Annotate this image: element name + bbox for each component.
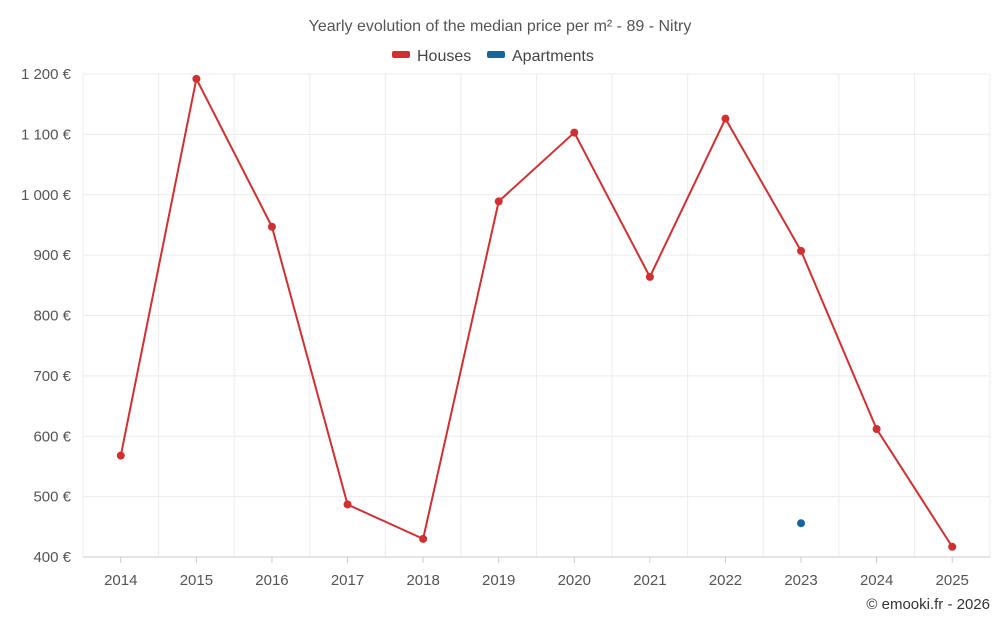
grid	[82, 73, 991, 557]
x-tick-label: 2020	[558, 572, 591, 589]
legend-label-houses: Houses	[417, 48, 471, 65]
legend-item-houses[interactable]: Houses	[392, 48, 471, 65]
data-point-houses[interactable]	[192, 74, 201, 83]
x-tick-label: 2021	[633, 572, 666, 589]
chart-title: Yearly evolution of the median price per…	[309, 18, 692, 35]
x-tick-label: 2016	[255, 572, 288, 589]
legend-label-apartments: Apartments	[512, 48, 594, 65]
x-tick-label: 2023	[784, 572, 817, 589]
y-tick-label: 700 €	[33, 368, 71, 385]
y-tick-label: 1 200 €	[21, 66, 72, 83]
data-point-houses[interactable]	[872, 425, 881, 434]
y-tick-label: 600 €	[33, 428, 71, 445]
data-point-houses[interactable]	[797, 246, 806, 255]
y-tick-label: 800 €	[33, 308, 71, 325]
legend-swatch-apartments	[487, 51, 505, 58]
x-tick-label: 2015	[180, 572, 213, 589]
y-tick-label: 400 €	[33, 549, 71, 566]
x-tick-label: 2017	[331, 572, 364, 589]
credit-text: © emooki.fr - 2026	[866, 596, 990, 613]
y-tick-label: 900 €	[33, 247, 71, 264]
data-point-houses[interactable]	[419, 534, 428, 543]
y-tick-label: 1 000 €	[21, 187, 72, 204]
legend: Houses Apartments	[392, 48, 594, 65]
legend-item-apartments[interactable]: Apartments	[487, 48, 594, 65]
x-tick-label: 2019	[482, 572, 515, 589]
data-point-houses[interactable]	[721, 114, 730, 123]
x-tick-label: 2024	[860, 572, 893, 589]
data-point-houses[interactable]	[267, 222, 276, 231]
series	[116, 74, 957, 551]
x-tick-label: 2014	[104, 572, 137, 589]
data-point-houses[interactable]	[343, 500, 352, 509]
data-point-houses[interactable]	[116, 451, 125, 460]
data-point-houses[interactable]	[948, 542, 957, 551]
legend-swatch-houses	[392, 51, 410, 58]
axes: 400 € 500 € 600 € 700 € 800 € 900 € 1 000 € 1 1…	[21, 66, 990, 589]
y-tick-label: 500 €	[33, 489, 71, 506]
x-tick-label: 2022	[709, 572, 742, 589]
x-tick-label: 2025	[936, 572, 969, 589]
data-point-houses[interactable]	[570, 128, 579, 137]
data-point-apartments[interactable]	[797, 519, 806, 528]
y-tick-label: 1 100 €	[21, 126, 72, 143]
series-line-houses	[119, 77, 954, 548]
x-tick-label: 2018	[406, 572, 439, 589]
data-point-houses[interactable]	[645, 272, 654, 281]
data-point-houses[interactable]	[494, 197, 503, 206]
